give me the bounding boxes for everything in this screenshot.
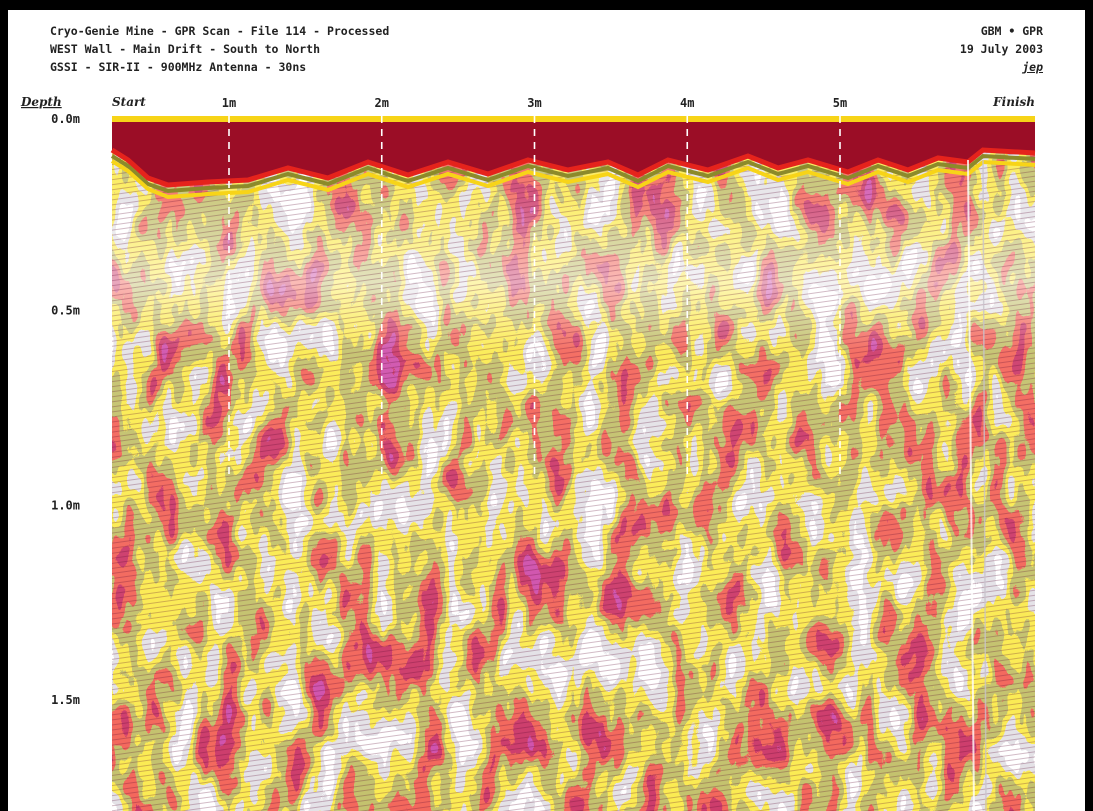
y-tick-label: 0.5m [51, 304, 80, 318]
x-axis: Start Finish 1m 2m 3m 4m 5m [112, 95, 1035, 110]
x-tick-label: 5m [833, 96, 847, 110]
header-left: Cryo-Genie Mine - GPR Scan - File 114 - … [50, 22, 389, 76]
x-end-label: Finish [992, 95, 1035, 109]
surface-reflection [112, 116, 1035, 185]
header-title: Cryo-Genie Mine - GPR Scan - File 114 - … [50, 24, 390, 38]
x-tick-label: 4m [680, 96, 694, 110]
x-tick-label: 2m [375, 96, 389, 110]
header-equipment: GSSI - SIR-II - 900MHz Antenna - 30ns [50, 60, 307, 74]
gpr-figure: Cryo-Genie Mine - GPR Scan - File 114 - … [8, 10, 1085, 811]
header-org: GBM • GPR [980, 24, 1043, 38]
y-tick-label: 1.5m [51, 693, 80, 707]
y-axis: Depth 0.0m 0.5m 1.0m 1.5m [20, 95, 80, 707]
radargram-image [110, 116, 1036, 811]
x-tick-label: 3m [527, 96, 541, 110]
y-axis-label: Depth [20, 95, 62, 109]
header-initials: jep [1022, 60, 1043, 74]
header-right: GBM • GPR 19 July 2003 jep [960, 22, 1043, 76]
meter-markers [228, 116, 841, 480]
y-tick-label: 0.0m [51, 112, 80, 126]
x-start-label: Start [112, 95, 146, 109]
radargram-chart: Start Finish 1m 2m 3m 4m 5m Depth 0.0m 0.5m 1.… [20, 95, 1036, 811]
header-date: 19 July 2003 [959, 42, 1043, 56]
header-subtitle: WEST Wall - Main Drift - South to North [50, 42, 321, 56]
x-tick-label: 1m [222, 96, 236, 110]
y-tick-label: 1.0m [51, 498, 80, 512]
